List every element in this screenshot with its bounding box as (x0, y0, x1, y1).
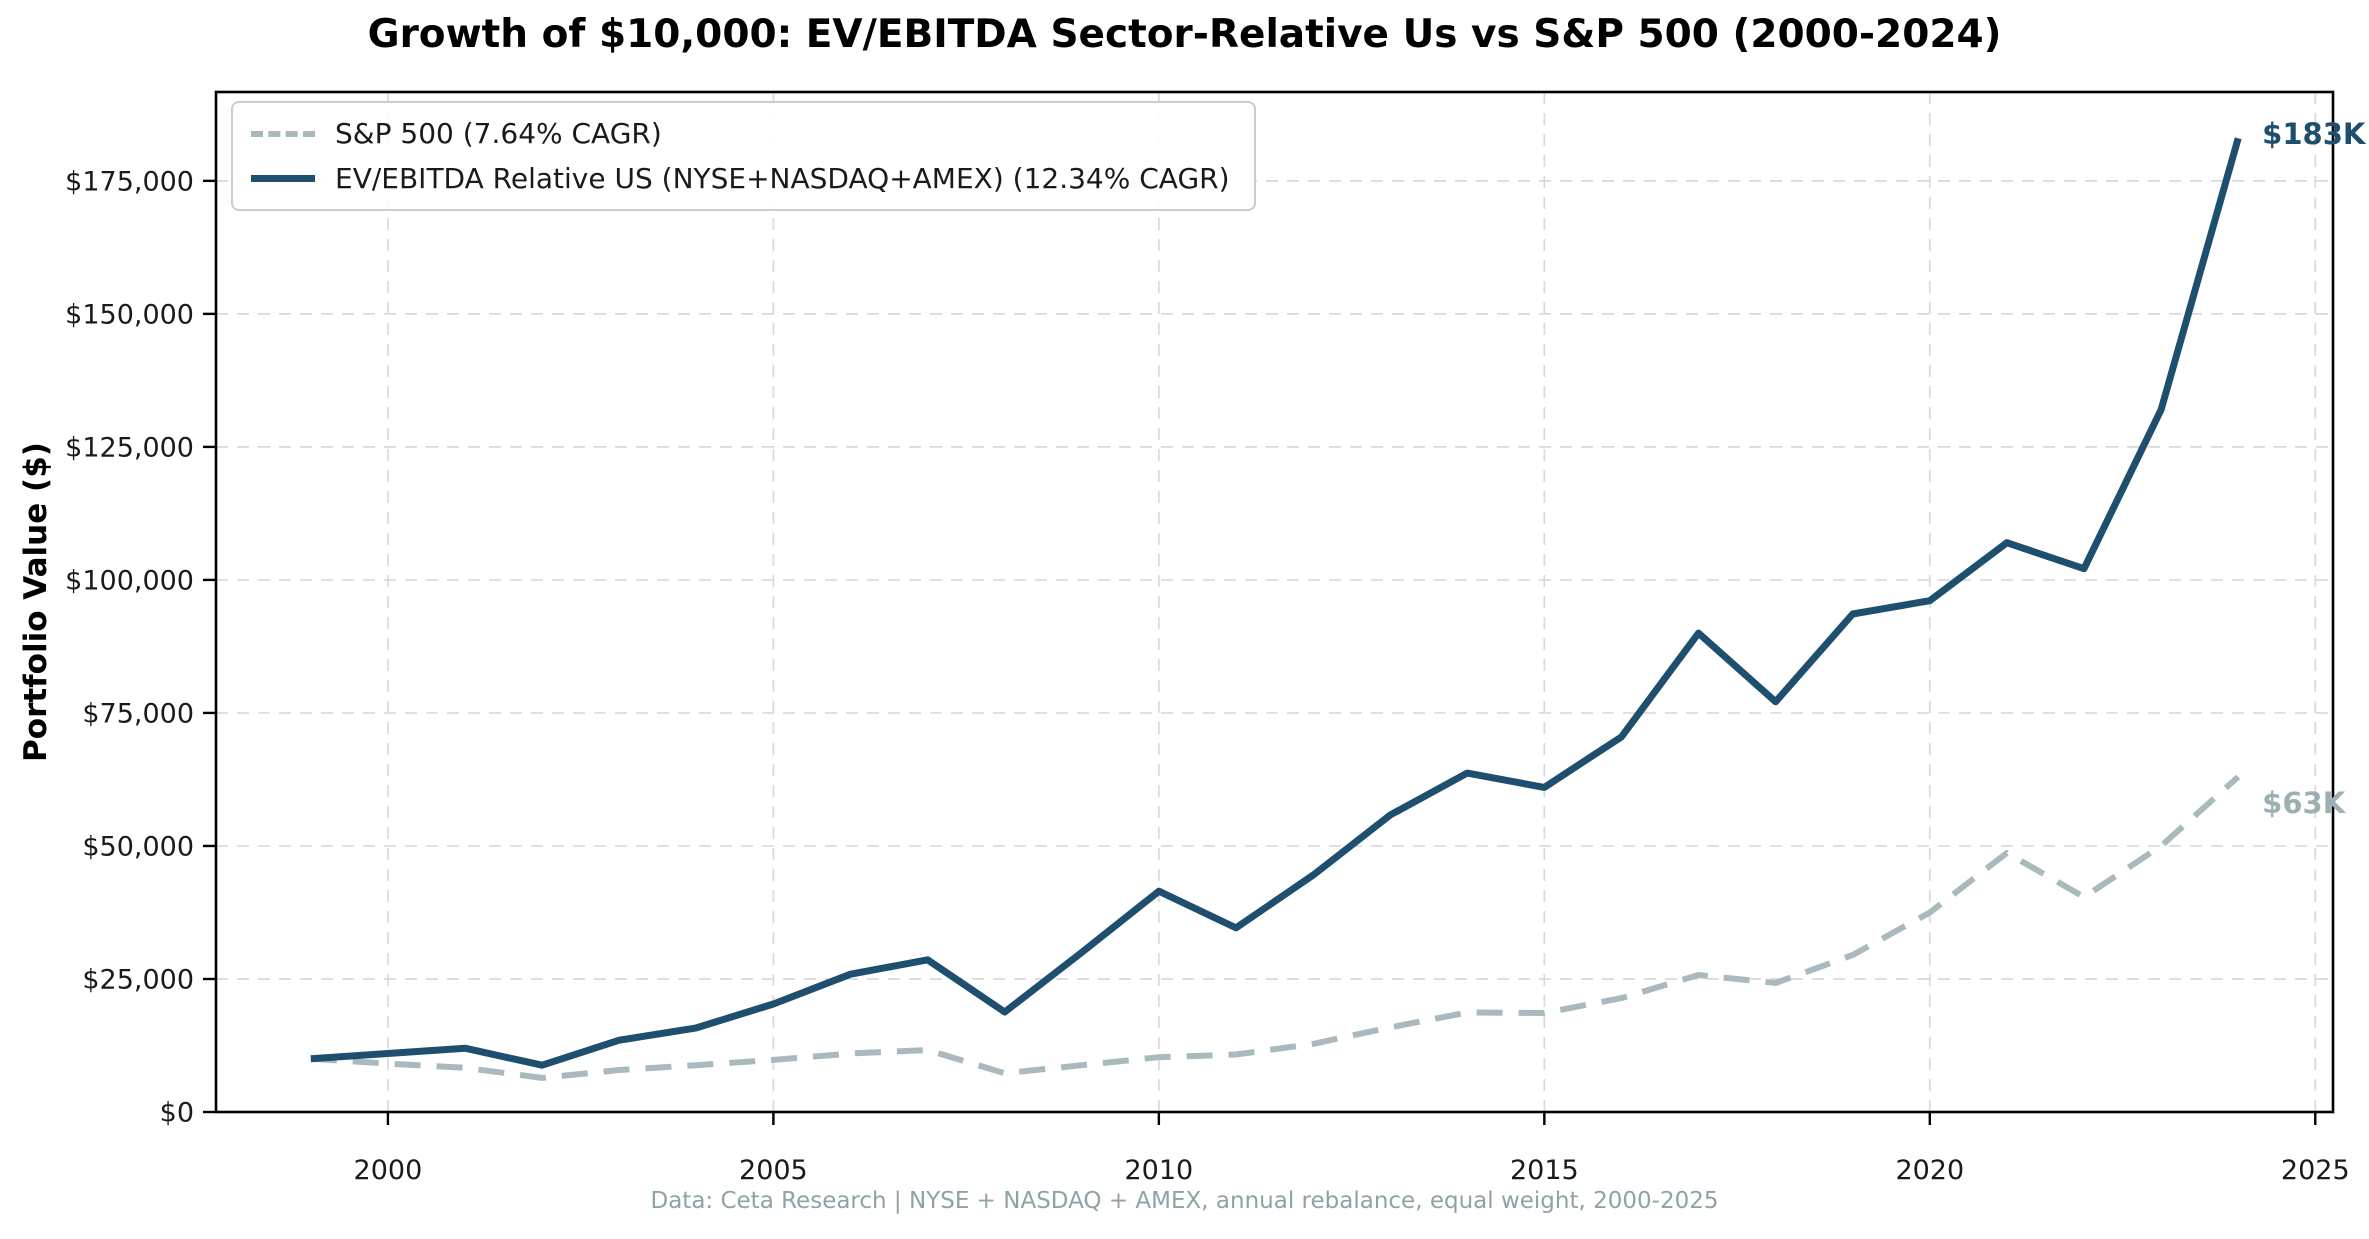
y-tick-label-25000: $25,000 (82, 964, 194, 995)
x-tick-label-2010: 2010 (1124, 1155, 1193, 1186)
data-source-caption: Data: Ceta Research | NYSE + NASDAQ + AM… (650, 1188, 1719, 1214)
x-tick-label-2020: 2020 (1895, 1155, 1964, 1186)
series-line-evebitda (310, 137, 2242, 1069)
legend-label-sp500: S&P 500 (7.64% CAGR) (335, 117, 662, 150)
legend-label-evebitda: EV/EBITDA Relative US (NYSE+NASDAQ+AMEX)… (335, 162, 1230, 195)
y-tick-label-50000: $50,000 (82, 831, 194, 862)
sp500-line-swatch (251, 130, 315, 137)
y-tick-label-0: $0 (160, 1097, 194, 1128)
x-tick-label-2000: 2000 (354, 1155, 423, 1186)
plot-border (214, 90, 2335, 1114)
y-tick-label-150000: $150,000 (65, 299, 194, 330)
evebitda-end-value-annotation: $183K (2262, 117, 2366, 152)
x-tick-label-2025: 2025 (2281, 1155, 2350, 1186)
legend-item-sp500: S&P 500 (7.64% CAGR) (251, 117, 1230, 150)
evebitda-line-swatch (251, 175, 315, 182)
y-tick-label-100000: $100,000 (65, 565, 194, 596)
y-tick-label-175000: $175,000 (65, 166, 194, 197)
series-line-sp500 (310, 774, 2241, 1081)
legend: S&P 500 (7.64% CAGR) EV/EBITDA Relative … (231, 101, 1256, 211)
x-tick-label-2015: 2015 (1510, 1155, 1579, 1186)
x-tick-label-2005: 2005 (739, 1155, 808, 1186)
sp500-end-value-annotation: $63K (2262, 785, 2346, 820)
y-tick-label-125000: $125,000 (65, 432, 194, 463)
chart-title: Growth of $10,000: EV/EBITDA Sector-Rela… (367, 12, 2002, 57)
legend-item-evebitda: EV/EBITDA Relative US (NYSE+NASDAQ+AMEX)… (251, 162, 1230, 195)
y-tick-label-75000: $75,000 (82, 698, 194, 729)
